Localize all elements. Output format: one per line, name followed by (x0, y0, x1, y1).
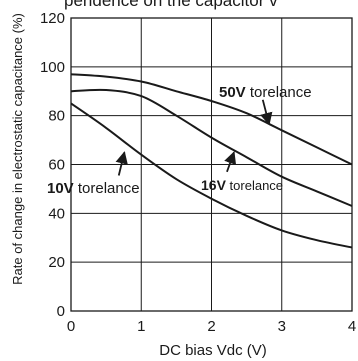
plot-border (70, 17, 353, 312)
y-tick-label: 100 (40, 59, 65, 76)
series-label-10v: 10V torelance (47, 180, 140, 197)
header-fragment: pendence on the capacitor v (64, 0, 278, 10)
y-tick-label: 80 (48, 108, 65, 125)
plot-frame (70, 17, 353, 312)
series-line-16v (70, 88, 353, 207)
series-label-50v: 50V torelance (219, 84, 312, 101)
annotation-arrow (224, 151, 237, 173)
x-tick-label: 4 (348, 318, 356, 335)
annotation-arrow (260, 99, 273, 126)
grid (71, 18, 352, 311)
series-lines (70, 73, 353, 249)
series-line-50v (70, 73, 353, 166)
y-tick-label: 60 (48, 157, 65, 174)
y-tick-labels: 0 20 40 60 80 100 120 (40, 10, 65, 320)
annotation-arrow (115, 151, 128, 176)
annotation-arrows (115, 99, 273, 176)
x-axis-label: DC bias Vdc (V) (159, 342, 267, 359)
y-tick-label: 20 (48, 254, 65, 271)
y-tick-label: 120 (40, 10, 65, 27)
series-label-16v: 16V torelance (201, 177, 283, 193)
x-tick-label: 2 (207, 318, 215, 335)
series-line-10v (70, 102, 353, 249)
x-tick-label: 0 (67, 318, 75, 335)
x-tick-labels: 0 1 2 3 4 (67, 318, 356, 335)
y-tick-label: 0 (57, 303, 65, 320)
y-axis-label: Rate of change in electrostatic capacita… (10, 13, 25, 285)
x-tick-label: 1 (137, 318, 145, 335)
x-tick-label: 3 (278, 318, 286, 335)
y-tick-label: 40 (48, 205, 65, 222)
